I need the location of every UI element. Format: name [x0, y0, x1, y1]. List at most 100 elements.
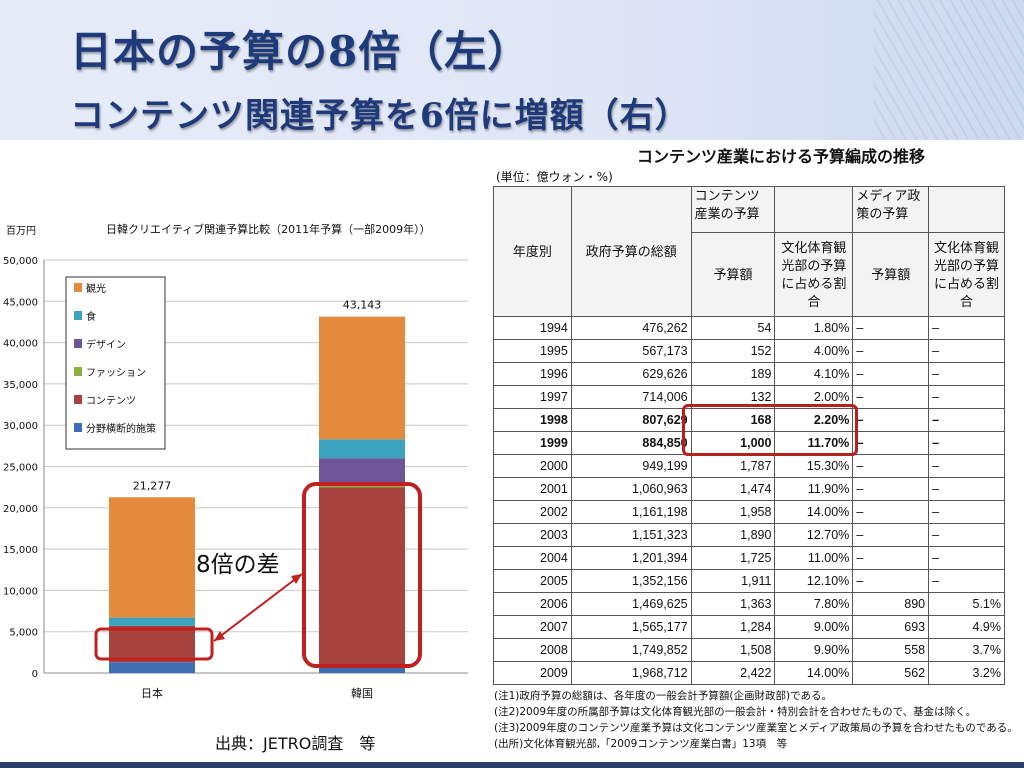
cell-media-ratio: –: [928, 408, 1005, 432]
cell-media-ratio: –: [928, 569, 1005, 593]
cell-media-ratio: –: [928, 316, 1005, 340]
cell-budget: 168: [690, 408, 776, 432]
cell-budget: 1,725: [690, 546, 776, 570]
cell-gov-total: 1,565,177: [570, 615, 692, 639]
cell-media-ratio: –: [928, 523, 1005, 547]
y-tick-label: 20,000: [3, 504, 38, 515]
cell-media-budget: 890: [852, 592, 930, 616]
cell-budget: 1,284: [690, 615, 776, 639]
budget-chart: 百万円 日韓クリエイティブ関連予算比較（2011年予算（一部2009年）） 0 5,0…: [3, 222, 468, 700]
legend-swatch: [74, 367, 82, 376]
slide-title: 日本の予算の8倍（左）: [70, 27, 531, 76]
cell-gov-total: 1,968,712: [570, 661, 692, 685]
header-content-group: コンテンツ産業の予算: [690, 186, 776, 233]
cell-budget: 1,474: [690, 477, 776, 501]
cell-media-budget: –: [852, 477, 930, 501]
cell-gov-total: 1,749,852: [570, 638, 692, 662]
x-tick-label: 韓国: [351, 687, 373, 700]
table-row: 1995 567,173 152 4.00% – –: [493, 339, 1005, 363]
annotation-label: 8倍の差: [196, 552, 280, 578]
highlight-box-1998-1999: [682, 404, 858, 456]
header-budget: 予算額: [690, 232, 776, 317]
cell-ratio: 11.90%: [774, 477, 854, 501]
table-body: 1994 476,262 54 1.80% – –1995 567,173 152 4.00% –…: [493, 316, 1005, 685]
bar-segment: [109, 662, 195, 673]
cell-media-ratio: –: [928, 454, 1005, 478]
cell-year: 2002: [493, 500, 572, 524]
arrow-head-left: [214, 631, 225, 641]
y-tick-label: 5,000: [9, 628, 38, 639]
table-row: 2004 1,201,394 1,725 11.00% – –: [493, 546, 1005, 570]
bar-segment: [319, 439, 405, 459]
y-tick-label: 15,000: [3, 545, 38, 556]
note-source: (出所)文化体育観光部,「2009コンテンツ産業白書」13項 等: [494, 738, 788, 750]
bar-segment: [319, 458, 405, 484]
cell-ratio: 11.00%: [774, 546, 854, 570]
cell-gov-total: 714,006: [570, 385, 692, 409]
y-tick-label: 35,000: [3, 380, 38, 391]
cell-media-ratio: –: [928, 385, 1005, 409]
bar-segment: [319, 316, 405, 440]
cell-ratio: 15.30%: [774, 454, 854, 478]
y-tick-label: 50,000: [3, 256, 38, 267]
legend-swatch: [74, 423, 82, 432]
cell-ratio: 9.90%: [774, 638, 854, 662]
y-tick-label: 10,000: [3, 586, 38, 597]
header-media-group-spacer: [928, 186, 1005, 233]
cell-media-budget: 562: [852, 661, 930, 685]
header-media-group: メディア政策の予算: [852, 186, 930, 233]
y-tick-label: 45,000: [3, 297, 38, 308]
y-tick-label: 30,000: [3, 421, 38, 432]
cell-ratio: 12.10%: [774, 569, 854, 593]
bottom-bar: [0, 762, 1024, 768]
arrow-head-right: [291, 574, 302, 584]
highlight-japan-content: [94, 627, 214, 661]
table-row: 2003 1,151,323 1,890 12.70% – –: [493, 523, 1005, 547]
cell-ratio: 4.10%: [774, 362, 854, 386]
source-note: 出典：JETRO調査 等: [215, 734, 376, 753]
cell-budget: 1,363: [690, 592, 776, 616]
cell-gov-total: 949,199: [570, 454, 692, 478]
cell-gov-total: 1,151,323: [570, 523, 692, 547]
table-title: コンテンツ産業における予算編成の推移: [637, 147, 926, 166]
table-row: 1996 629,626 189 4.10% – –: [493, 362, 1005, 386]
chart-title: 日韓クリエイティブ関連予算比較（2011年予算（一部2009年））: [106, 222, 431, 236]
cell-year: 2000: [493, 454, 572, 478]
cell-media-ratio: 5.1%: [928, 592, 1005, 616]
cell-year: 1997: [493, 385, 572, 409]
header-media-ratio: 文化体育観光部の予算に占める割合: [928, 232, 1005, 317]
table-row: 2002 1,161,198 1,958 14.00% – –: [493, 500, 1005, 524]
cell-media-budget: –: [852, 431, 930, 455]
cell-year: 2004: [493, 546, 572, 570]
header-content-group-spacer: [774, 186, 854, 233]
cell-budget: 1,787: [690, 454, 776, 478]
table-row: 1994 476,262 54 1.80% – –: [493, 316, 1005, 340]
header-ratio: 文化体育観光部の予算に占める割合: [774, 232, 854, 317]
legend-label: 観光: [86, 282, 106, 295]
cell-ratio: 14.00%: [774, 661, 854, 685]
note-3: (注3)2009年度のコンテンツ産業予算は文化コンテンツ産業室とメディア政策局の…: [494, 722, 1018, 734]
cell-budget: 54: [690, 316, 776, 340]
cell-media-budget: –: [852, 454, 930, 478]
cell-media-budget: –: [852, 523, 930, 547]
cell-budget: 1,890: [690, 523, 776, 547]
cell-media-budget: –: [852, 500, 930, 524]
cell-media-ratio: –: [928, 546, 1005, 570]
table-row: 2001 1,060,963 1,474 11.90% – –: [493, 477, 1005, 501]
cell-year: 2001: [493, 477, 572, 501]
cell-year: 2008: [493, 638, 572, 662]
cell-year: 2003: [493, 523, 572, 547]
cell-media-budget: –: [852, 569, 930, 593]
highlight-korea-content: [302, 482, 422, 668]
cell-budget: 152: [690, 339, 776, 363]
cell-media-budget: 558: [852, 638, 930, 662]
bar-segment: [109, 497, 195, 618]
cell-gov-total: 476,262: [570, 316, 692, 340]
legend-swatch: [74, 339, 82, 348]
cell-ratio: 7.80%: [774, 592, 854, 616]
bar-segment: [109, 617, 195, 626]
cell-year: 1998: [493, 408, 572, 432]
cell-gov-total: 1,201,394: [570, 546, 692, 570]
cell-ratio: 12.70%: [774, 523, 854, 547]
cell-budget: 1,911: [690, 569, 776, 593]
